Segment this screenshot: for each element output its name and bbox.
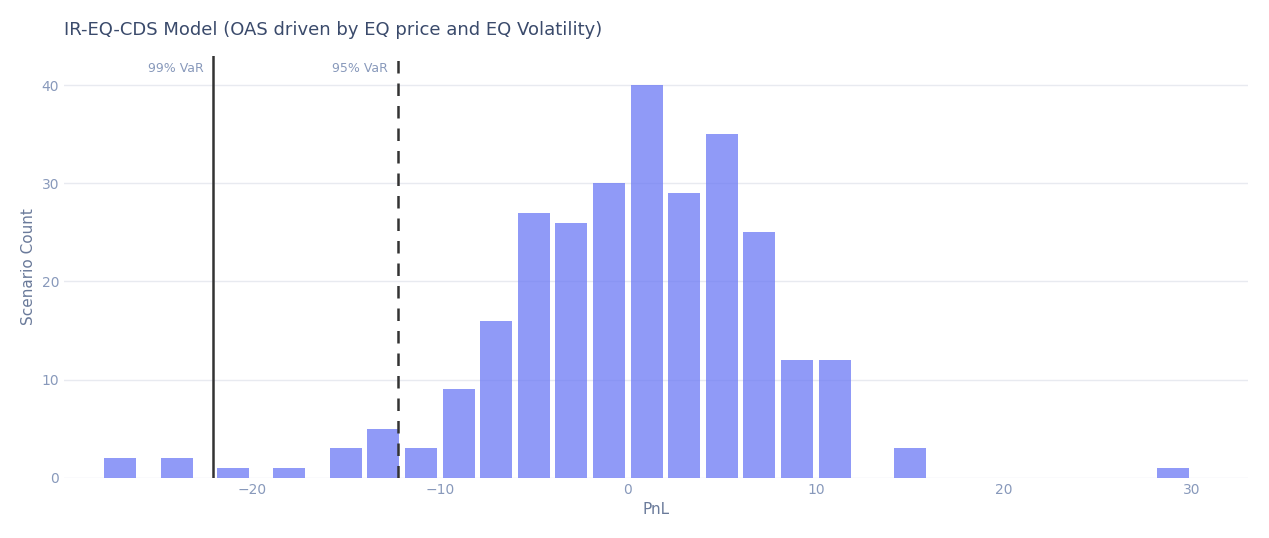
Text: 95% VaR: 95% VaR <box>332 62 388 75</box>
Bar <box>217 468 249 478</box>
Bar <box>556 223 588 478</box>
Bar <box>706 134 737 478</box>
Bar <box>161 458 193 478</box>
Bar <box>893 448 926 478</box>
Bar <box>368 429 400 478</box>
Y-axis label: Scenario Count: Scenario Count <box>20 208 36 325</box>
Bar <box>669 193 700 478</box>
Text: IR-EQ-CDS Model (OAS driven by EQ price and EQ Volatility): IR-EQ-CDS Model (OAS driven by EQ price … <box>63 21 602 39</box>
Text: 99% VaR: 99% VaR <box>148 62 204 75</box>
Bar <box>744 232 775 478</box>
Bar <box>631 85 662 478</box>
Bar <box>480 321 513 478</box>
Bar <box>443 390 475 478</box>
Bar <box>780 360 813 478</box>
X-axis label: PnL: PnL <box>642 502 670 517</box>
Bar <box>1157 468 1189 478</box>
Bar <box>274 468 306 478</box>
Bar <box>330 448 362 478</box>
Bar <box>104 458 136 478</box>
Bar <box>819 360 850 478</box>
Bar <box>518 213 549 478</box>
Bar <box>405 448 437 478</box>
Bar <box>593 183 626 478</box>
